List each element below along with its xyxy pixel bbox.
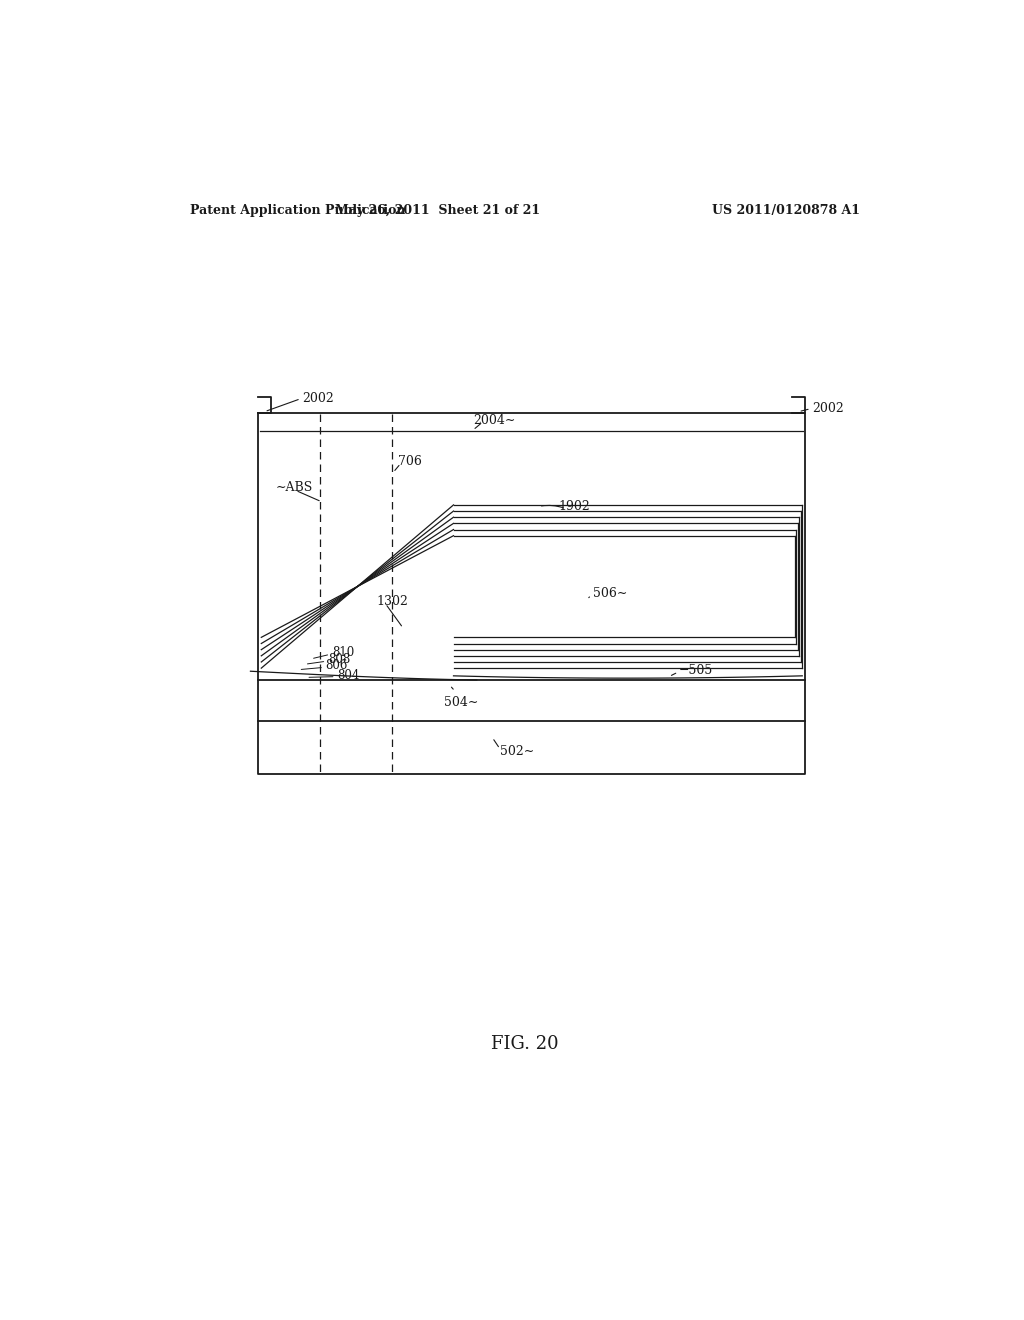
Text: 2002: 2002 <box>302 392 334 405</box>
Text: May 26, 2011  Sheet 21 of 21: May 26, 2011 Sheet 21 of 21 <box>336 205 541 218</box>
Text: 2004∼: 2004∼ <box>473 413 515 426</box>
Text: US 2011/0120878 A1: US 2011/0120878 A1 <box>712 205 859 218</box>
Text: 810: 810 <box>332 647 354 659</box>
Text: 808: 808 <box>328 653 350 667</box>
Text: 804: 804 <box>337 669 359 682</box>
Text: 504∼: 504∼ <box>444 696 478 709</box>
Text: FIG. 20: FIG. 20 <box>490 1035 559 1053</box>
Text: 2002: 2002 <box>812 403 844 416</box>
Text: −505: −505 <box>678 664 713 677</box>
Text: 1902: 1902 <box>558 500 590 513</box>
Text: 506∼: 506∼ <box>593 587 628 601</box>
Text: 706: 706 <box>397 454 422 467</box>
Text: ∼ABS: ∼ABS <box>275 482 312 495</box>
Text: Patent Application Publication: Patent Application Publication <box>190 205 406 218</box>
Text: 806: 806 <box>326 659 348 672</box>
Text: 502∼: 502∼ <box>500 744 535 758</box>
Text: 1302: 1302 <box>376 594 408 607</box>
